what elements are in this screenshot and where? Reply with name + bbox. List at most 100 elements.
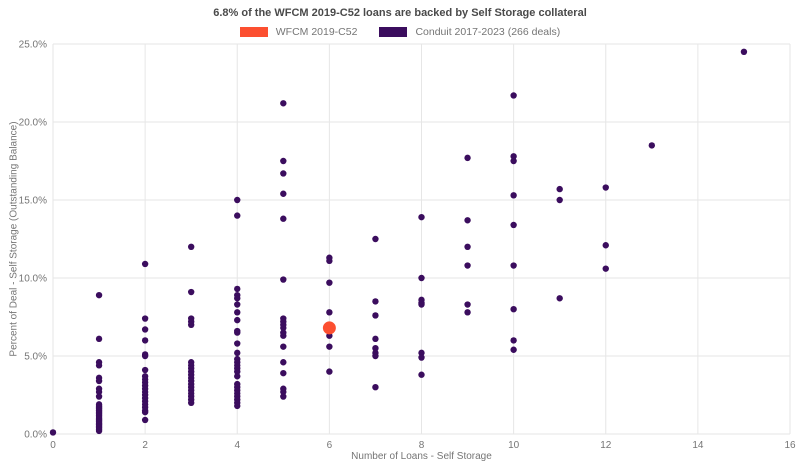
x-tick-label: 10	[508, 440, 520, 451]
data-point-conduit-2017-2023-266-deals-	[95, 335, 103, 343]
data-point-conduit-2017-2023-266-deals-	[187, 288, 195, 296]
data-point-conduit-2017-2023-266-deals-	[234, 340, 241, 347]
data-point-conduit-2017-2023-266-deals-	[234, 295, 241, 302]
data-point-conduit-2017-2023-266-deals-	[326, 368, 333, 375]
data-point-conduit-2017-2023-266-deals-	[372, 235, 379, 243]
data-point-wfcm-2019-c52	[322, 321, 336, 335]
data-point-conduit-2017-2023-266-deals-	[280, 359, 287, 366]
data-point-conduit-2017-2023-266-deals-	[510, 153, 517, 160]
data-point-conduit-2017-2023-266-deals-	[280, 369, 287, 377]
data-point-conduit-2017-2023-266-deals-	[510, 221, 517, 229]
x-tick-label: 2	[142, 440, 148, 451]
data-point-conduit-2017-2023-266-deals-	[510, 157, 517, 165]
data-point-conduit-2017-2023-266-deals-	[418, 213, 425, 221]
legend-swatch-conduit	[379, 27, 408, 37]
data-point-conduit-2017-2023-266-deals-	[141, 408, 149, 416]
legend: WFCM 2019-C52 Conduit 2017-2023 (266 dea…	[0, 26, 800, 38]
data-point-conduit-2017-2023-266-deals-	[418, 301, 425, 308]
legend-item-conduit: Conduit 2017-2023 (266 deals)	[379, 26, 560, 38]
y-axis-label: Percent of Deal - Self Storage (Outstand…	[8, 121, 20, 357]
data-point-conduit-2017-2023-266-deals-	[234, 285, 241, 293]
y-tick-label: 0.0%	[24, 430, 47, 441]
data-point-conduit-2017-2023-266-deals-	[464, 301, 471, 308]
data-point-conduit-2017-2023-266-deals-	[95, 377, 103, 385]
data-point-conduit-2017-2023-266-deals-	[464, 217, 471, 224]
data-point-conduit-2017-2023-266-deals-	[234, 196, 241, 204]
data-point-conduit-2017-2023-266-deals-	[556, 295, 563, 302]
data-point-conduit-2017-2023-266-deals-	[372, 345, 379, 352]
data-point-conduit-2017-2023-266-deals-	[141, 352, 149, 360]
x-tick-label: 16	[784, 440, 796, 451]
data-point-conduit-2017-2023-266-deals-	[372, 335, 379, 343]
data-point-conduit-2017-2023-266-deals-	[464, 154, 471, 162]
data-point-conduit-2017-2023-266-deals-	[326, 279, 333, 286]
data-point-conduit-2017-2023-266-deals-	[234, 301, 241, 308]
data-point-conduit-2017-2023-266-deals-	[510, 92, 517, 99]
y-tick-label: 20.0%	[19, 118, 47, 129]
x-tick-label: 8	[419, 440, 425, 451]
data-point-conduit-2017-2023-266-deals-	[95, 427, 103, 435]
y-tick-label: 5.0%	[24, 352, 47, 363]
data-point-conduit-2017-2023-266-deals-	[464, 243, 471, 250]
data-point-conduit-2017-2023-266-deals-	[602, 242, 609, 249]
data-point-conduit-2017-2023-266-deals-	[510, 337, 517, 344]
data-point-conduit-2017-2023-266-deals-	[141, 337, 149, 344]
y-tick-label: 25.0%	[19, 40, 47, 51]
data-point-conduit-2017-2023-266-deals-	[95, 291, 103, 299]
data-point-conduit-2017-2023-266-deals-	[464, 262, 471, 269]
data-point-conduit-2017-2023-266-deals-	[556, 196, 563, 204]
data-point-conduit-2017-2023-266-deals-	[280, 190, 287, 197]
data-point-conduit-2017-2023-266-deals-	[602, 265, 609, 272]
data-point-conduit-2017-2023-266-deals-	[372, 312, 379, 319]
data-point-conduit-2017-2023-266-deals-	[280, 276, 287, 283]
data-point-conduit-2017-2023-266-deals-	[418, 349, 425, 357]
legend-item-wfcm: WFCM 2019-C52	[239, 26, 358, 38]
data-point-conduit-2017-2023-266-deals-	[141, 416, 149, 424]
data-point-conduit-2017-2023-266-deals-	[187, 243, 195, 250]
data-point-conduit-2017-2023-266-deals-	[187, 321, 195, 328]
data-point-conduit-2017-2023-266-deals-	[234, 212, 241, 219]
data-point-conduit-2017-2023-266-deals-	[326, 309, 333, 316]
data-point-conduit-2017-2023-266-deals-	[141, 260, 149, 268]
data-point-conduit-2017-2023-266-deals-	[280, 157, 287, 165]
data-point-conduit-2017-2023-266-deals-	[49, 429, 57, 436]
legend-swatch-wfcm	[239, 27, 268, 37]
y-tick-label: 10.0%	[19, 274, 47, 285]
data-point-conduit-2017-2023-266-deals-	[95, 388, 103, 396]
data-point-conduit-2017-2023-266-deals-	[372, 384, 379, 391]
data-point-conduit-2017-2023-266-deals-	[326, 257, 333, 265]
x-tick-label: 0	[50, 440, 56, 451]
x-tick-label: 6	[327, 440, 333, 451]
legend-label-conduit: Conduit 2017-2023 (266 deals)	[415, 26, 561, 38]
data-point-conduit-2017-2023-266-deals-	[740, 48, 748, 55]
data-point-conduit-2017-2023-266-deals-	[464, 309, 471, 316]
y-tick-label: 15.0%	[19, 196, 47, 207]
data-point-conduit-2017-2023-266-deals-	[280, 100, 287, 107]
data-point-conduit-2017-2023-266-deals-	[234, 329, 241, 336]
data-point-conduit-2017-2023-266-deals-	[418, 274, 425, 282]
chart-title: 6.8% of the WFCM 2019-C52 loans are back…	[213, 7, 587, 19]
data-point-conduit-2017-2023-266-deals-	[280, 393, 287, 400]
data-point-conduit-2017-2023-266-deals-	[187, 399, 195, 406]
data-point-conduit-2017-2023-266-deals-	[510, 192, 517, 199]
data-point-conduit-2017-2023-266-deals-	[372, 298, 379, 305]
legend-label-wfcm: WFCM 2019-C52	[275, 26, 358, 38]
data-point-conduit-2017-2023-266-deals-	[141, 315, 149, 322]
x-axis-label: Number of Loans - Self Storage	[351, 451, 492, 462]
data-point-conduit-2017-2023-266-deals-	[234, 373, 241, 380]
data-point-conduit-2017-2023-266-deals-	[418, 354, 425, 361]
x-tick-label: 14	[692, 440, 704, 451]
data-point-conduit-2017-2023-266-deals-	[510, 346, 517, 353]
data-point-conduit-2017-2023-266-deals-	[234, 309, 241, 316]
data-point-conduit-2017-2023-266-deals-	[234, 402, 241, 410]
data-point-conduit-2017-2023-266-deals-	[280, 170, 287, 177]
data-point-conduit-2017-2023-266-deals-	[280, 324, 287, 332]
data-point-conduit-2017-2023-266-deals-	[372, 352, 379, 360]
data-point-conduit-2017-2023-266-deals-	[648, 142, 656, 149]
data-point-conduit-2017-2023-266-deals-	[95, 393, 103, 400]
data-point-conduit-2017-2023-266-deals-	[95, 362, 103, 369]
data-point-conduit-2017-2023-266-deals-	[234, 316, 241, 324]
data-point-conduit-2017-2023-266-deals-	[280, 332, 287, 339]
